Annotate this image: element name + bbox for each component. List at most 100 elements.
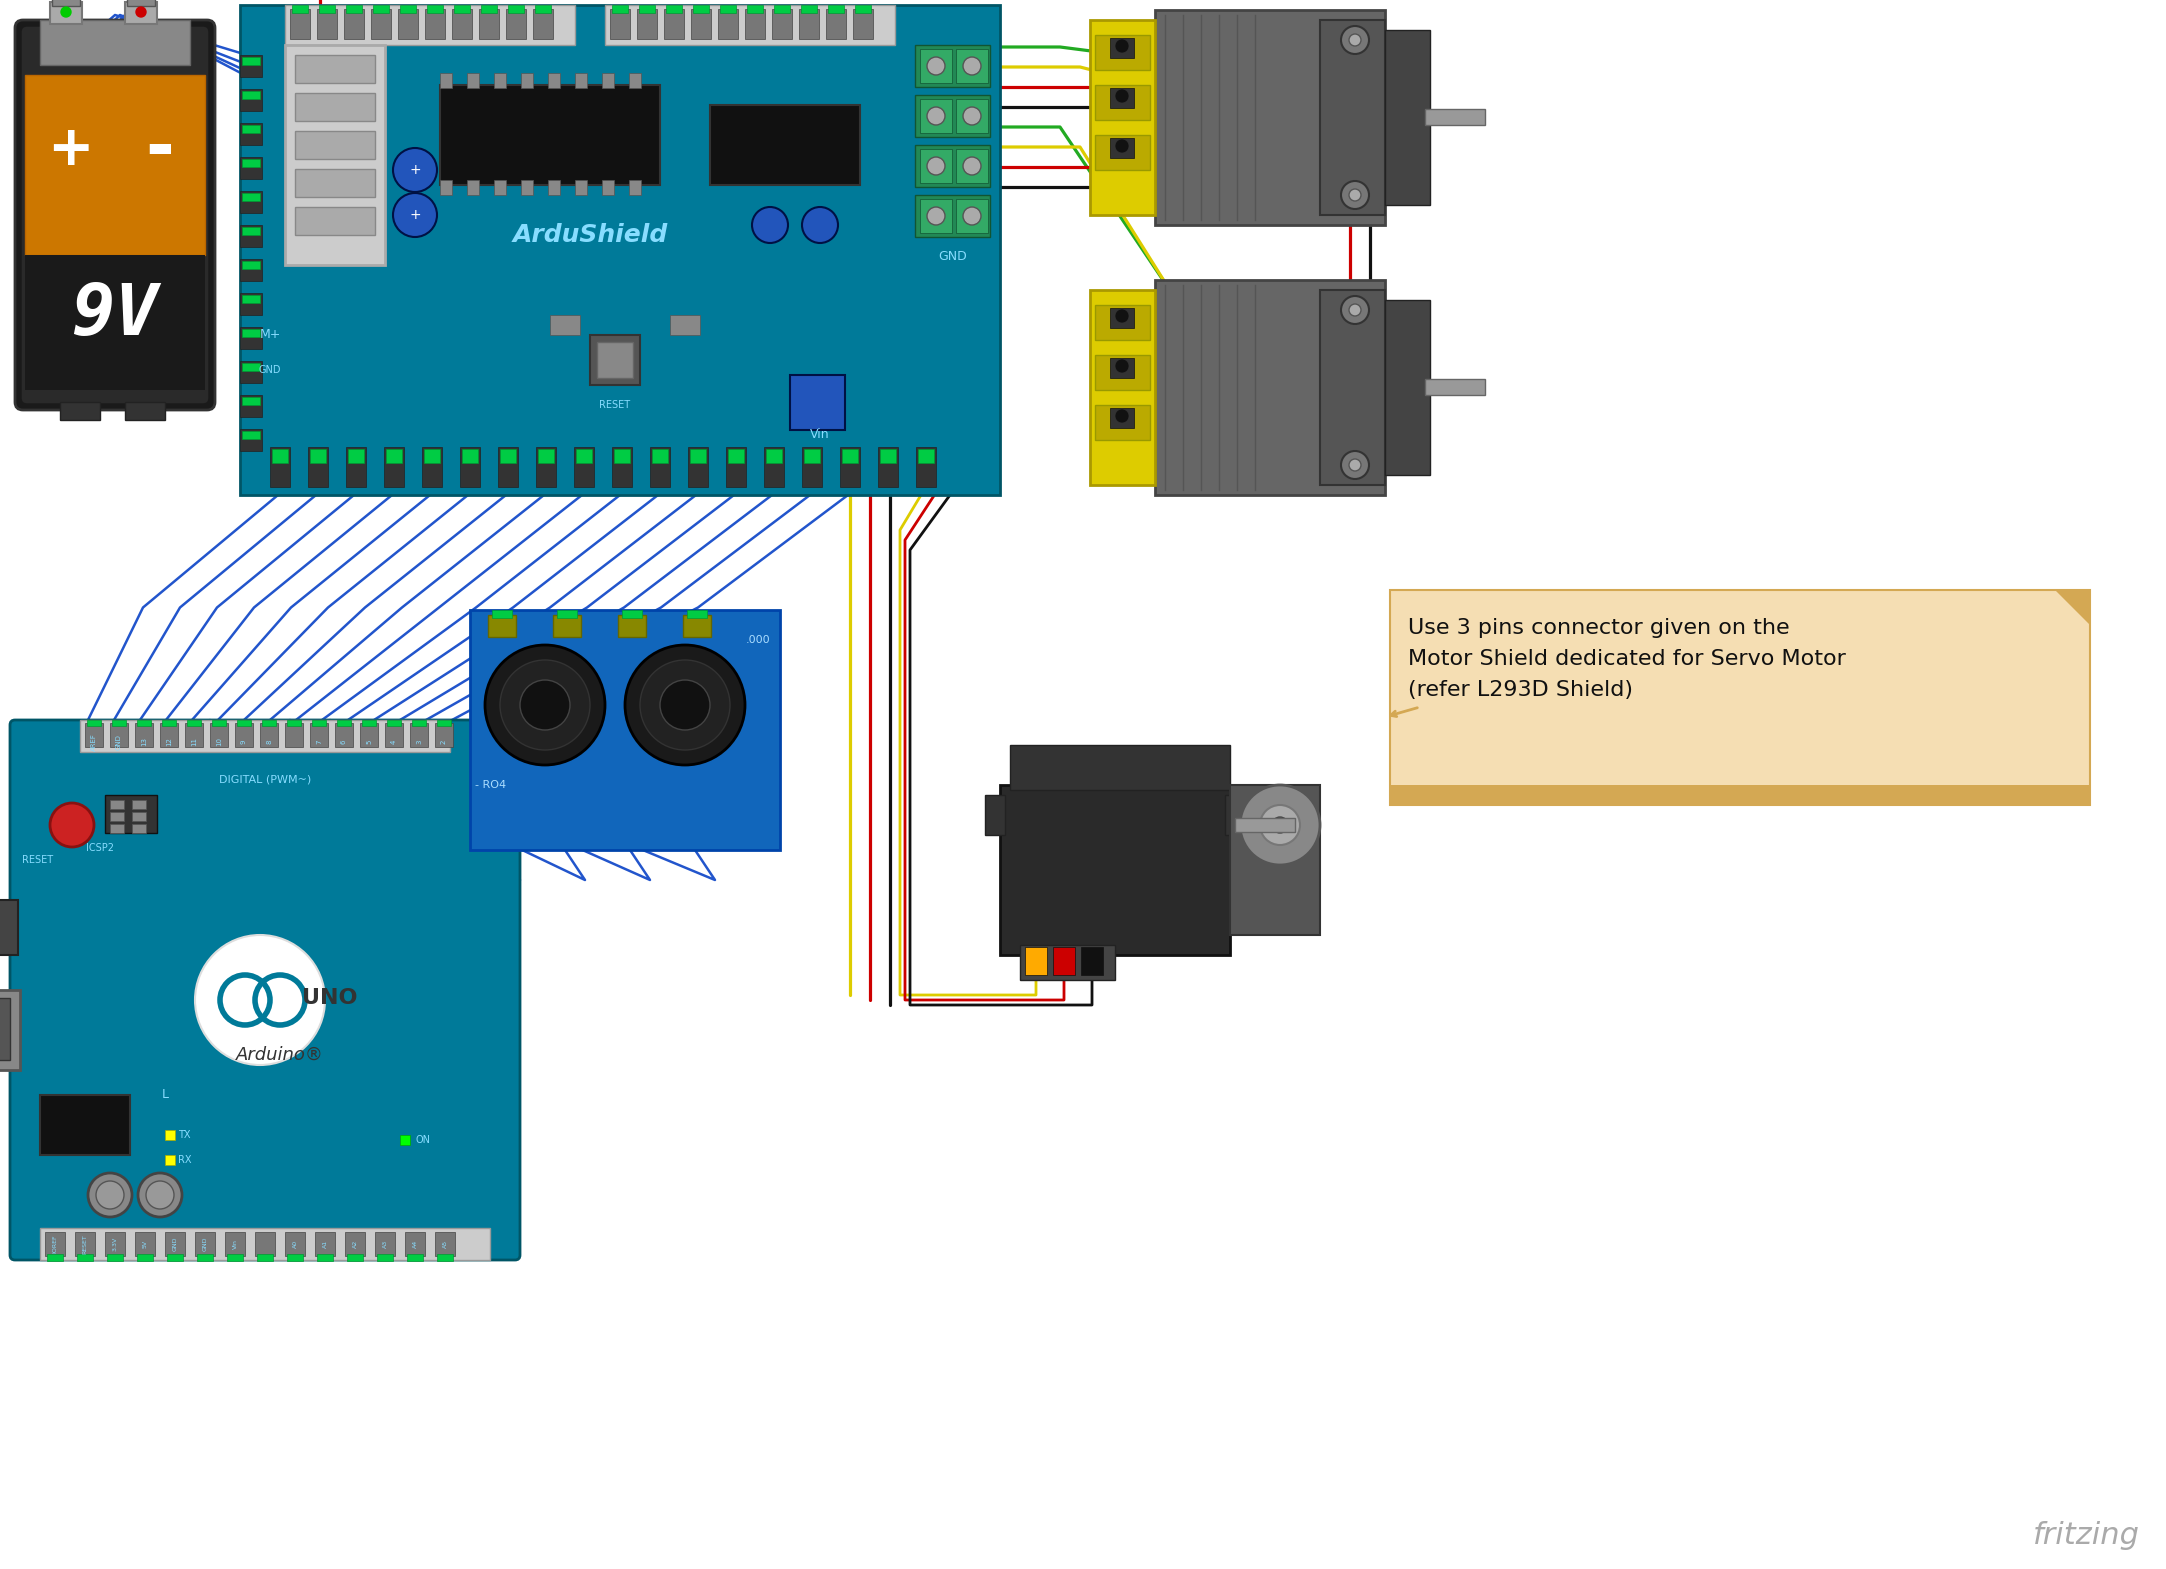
FancyBboxPatch shape: [290, 9, 310, 39]
FancyBboxPatch shape: [468, 74, 479, 88]
FancyBboxPatch shape: [1230, 784, 1319, 935]
FancyBboxPatch shape: [126, 402, 165, 420]
Text: Use 3 pins connector given on the
Motor Shield dedicated for Servo Motor
(refer : Use 3 pins connector given on the Motor …: [1408, 618, 1845, 700]
FancyBboxPatch shape: [1089, 20, 1154, 215]
FancyBboxPatch shape: [286, 1232, 305, 1257]
FancyBboxPatch shape: [1425, 380, 1486, 395]
FancyBboxPatch shape: [801, 5, 817, 13]
FancyBboxPatch shape: [921, 149, 953, 184]
FancyBboxPatch shape: [243, 193, 260, 201]
Circle shape: [195, 935, 325, 1065]
FancyBboxPatch shape: [136, 1254, 154, 1261]
Circle shape: [964, 107, 981, 126]
FancyBboxPatch shape: [840, 447, 860, 486]
FancyBboxPatch shape: [438, 720, 451, 726]
Text: AREF: AREF: [91, 733, 97, 752]
Circle shape: [964, 56, 981, 75]
FancyBboxPatch shape: [186, 720, 201, 726]
Circle shape: [927, 207, 944, 224]
FancyBboxPatch shape: [745, 9, 765, 39]
FancyBboxPatch shape: [767, 449, 782, 463]
FancyBboxPatch shape: [243, 91, 260, 99]
FancyBboxPatch shape: [48, 1254, 63, 1261]
FancyBboxPatch shape: [914, 144, 990, 187]
FancyBboxPatch shape: [682, 615, 710, 637]
FancyBboxPatch shape: [918, 449, 934, 463]
Text: Arduino®: Arduino®: [236, 1047, 325, 1064]
FancyBboxPatch shape: [1096, 85, 1150, 119]
Text: .000: .000: [745, 635, 769, 645]
FancyBboxPatch shape: [336, 723, 353, 747]
FancyBboxPatch shape: [479, 9, 498, 39]
FancyBboxPatch shape: [574, 447, 593, 486]
Text: -: -: [145, 116, 175, 184]
Text: 3.3V: 3.3V: [113, 1236, 117, 1250]
Text: GND: GND: [938, 251, 968, 264]
FancyBboxPatch shape: [128, 0, 156, 6]
Text: A2: A2: [353, 1240, 357, 1247]
FancyBboxPatch shape: [955, 199, 988, 234]
Circle shape: [1341, 180, 1369, 209]
FancyBboxPatch shape: [522, 180, 533, 195]
Circle shape: [145, 1181, 173, 1210]
FancyBboxPatch shape: [240, 259, 262, 281]
FancyBboxPatch shape: [522, 74, 533, 88]
FancyBboxPatch shape: [286, 5, 574, 46]
Text: 3: 3: [416, 739, 422, 744]
FancyBboxPatch shape: [916, 447, 936, 486]
FancyBboxPatch shape: [344, 1232, 366, 1257]
FancyBboxPatch shape: [1154, 9, 1384, 224]
Text: A1: A1: [323, 1240, 327, 1247]
FancyBboxPatch shape: [110, 800, 123, 810]
FancyBboxPatch shape: [240, 326, 262, 348]
FancyBboxPatch shape: [622, 610, 641, 618]
FancyBboxPatch shape: [1109, 88, 1135, 108]
FancyBboxPatch shape: [574, 180, 587, 195]
Text: 4: 4: [392, 741, 396, 744]
FancyBboxPatch shape: [310, 723, 327, 747]
FancyBboxPatch shape: [405, 1232, 425, 1257]
FancyBboxPatch shape: [955, 49, 988, 83]
FancyBboxPatch shape: [507, 9, 526, 39]
Circle shape: [1115, 89, 1128, 104]
FancyBboxPatch shape: [557, 610, 576, 618]
Circle shape: [927, 107, 944, 126]
Text: fritzing: fritzing: [2034, 1520, 2140, 1550]
Text: A3: A3: [383, 1240, 388, 1247]
Circle shape: [801, 207, 838, 243]
FancyBboxPatch shape: [388, 720, 401, 726]
Text: RESET: RESET: [22, 855, 54, 865]
Text: Vin: Vin: [232, 1240, 238, 1249]
FancyBboxPatch shape: [243, 228, 260, 235]
FancyBboxPatch shape: [338, 720, 351, 726]
FancyBboxPatch shape: [1391, 590, 2090, 805]
FancyBboxPatch shape: [240, 5, 1001, 494]
FancyBboxPatch shape: [76, 1232, 95, 1257]
FancyBboxPatch shape: [1235, 817, 1295, 832]
FancyBboxPatch shape: [773, 5, 791, 13]
FancyBboxPatch shape: [273, 449, 288, 463]
FancyBboxPatch shape: [347, 5, 362, 13]
FancyBboxPatch shape: [377, 1254, 392, 1261]
Text: +: +: [409, 163, 420, 177]
FancyBboxPatch shape: [243, 126, 260, 133]
FancyBboxPatch shape: [1009, 745, 1230, 791]
FancyBboxPatch shape: [1319, 20, 1384, 215]
FancyBboxPatch shape: [26, 256, 206, 391]
FancyBboxPatch shape: [132, 813, 145, 821]
FancyBboxPatch shape: [604, 5, 895, 46]
Circle shape: [1261, 805, 1300, 846]
FancyBboxPatch shape: [240, 395, 262, 417]
FancyBboxPatch shape: [535, 5, 550, 13]
Text: RESET: RESET: [600, 400, 630, 410]
FancyBboxPatch shape: [349, 449, 364, 463]
FancyBboxPatch shape: [383, 447, 405, 486]
FancyBboxPatch shape: [914, 46, 990, 86]
FancyBboxPatch shape: [288, 1254, 303, 1261]
FancyBboxPatch shape: [602, 74, 613, 88]
FancyBboxPatch shape: [665, 5, 682, 13]
Text: 10: 10: [217, 737, 221, 747]
FancyBboxPatch shape: [613, 449, 630, 463]
FancyBboxPatch shape: [498, 447, 518, 486]
FancyBboxPatch shape: [1109, 408, 1135, 428]
